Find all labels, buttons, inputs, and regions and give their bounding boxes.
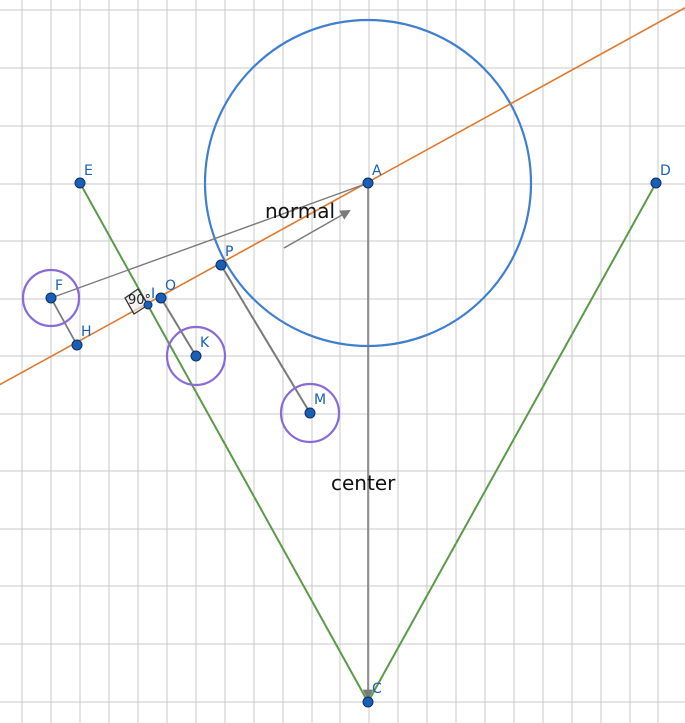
point-d[interactable] <box>651 178 661 188</box>
label-m: M <box>314 392 326 408</box>
point-o[interactable] <box>156 293 166 303</box>
point-m[interactable] <box>305 408 315 418</box>
label-f: F <box>55 278 63 294</box>
point-f[interactable] <box>46 293 56 303</box>
point-e[interactable] <box>75 178 85 188</box>
point-c[interactable] <box>363 697 373 707</box>
label-o: O <box>165 278 176 294</box>
line-normal[interactable] <box>0 4 685 390</box>
normal-caption: normal <box>265 199 335 223</box>
point-k[interactable] <box>191 351 201 361</box>
point-h[interactable] <box>72 340 82 350</box>
segment-pm[interactable] <box>221 265 310 413</box>
label-e: E <box>84 163 93 179</box>
label-k: K <box>200 335 210 351</box>
label-a: A <box>372 163 382 179</box>
point-i[interactable] <box>144 301 152 309</box>
point-p[interactable] <box>216 260 226 270</box>
label-c: C <box>372 681 382 697</box>
label-d: D <box>660 163 671 179</box>
label-h: H <box>81 324 92 340</box>
segment-fh[interactable] <box>51 298 77 345</box>
center-caption: center <box>331 471 396 495</box>
label-i: I <box>151 286 155 302</box>
label-p: P <box>225 244 233 260</box>
point-a[interactable] <box>363 178 373 188</box>
point-labels: A C D E F H I O K P M <box>55 163 671 697</box>
